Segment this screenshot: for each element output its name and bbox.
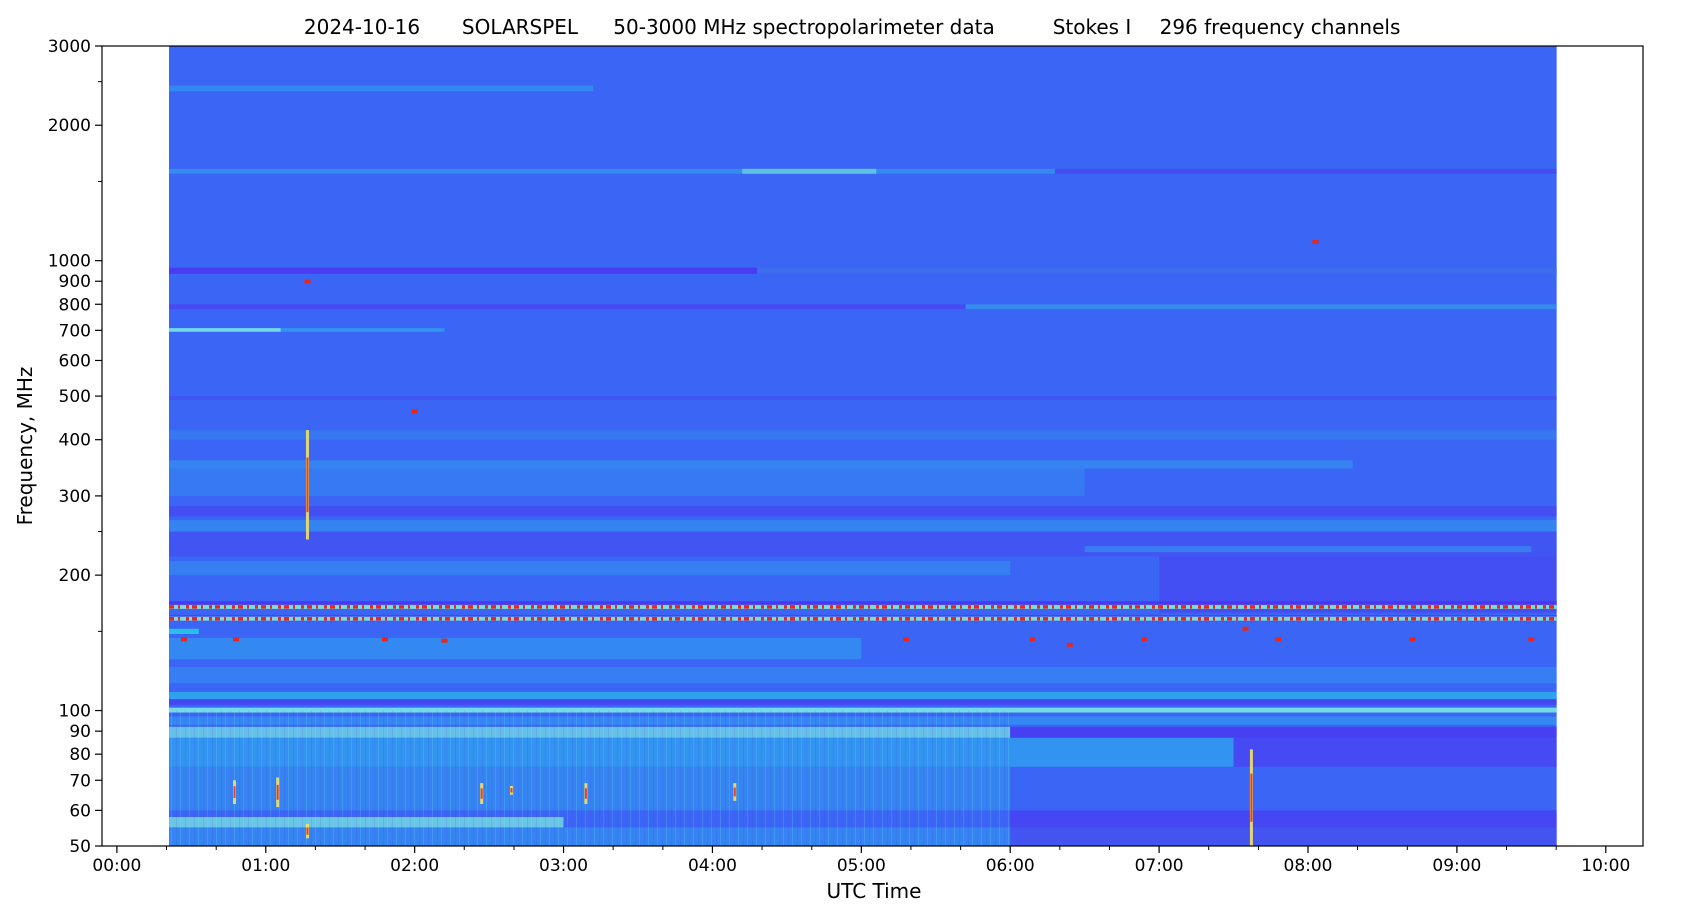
burst-dot-10 xyxy=(1242,626,1249,631)
spectral-band-22 xyxy=(169,628,199,634)
spectral-band-25 xyxy=(169,691,1557,700)
chart-title-channels: 296 frequency channels xyxy=(1160,15,1401,39)
x-axis: 00:00 01:00 02:00 03:00 04:00 05:00 06:00 07:00… xyxy=(92,846,1630,876)
burst-dot-8 xyxy=(1409,637,1416,642)
spectral-band-4 xyxy=(169,267,1557,274)
spectral-band-26 xyxy=(169,699,1557,705)
x-tick-label-3: 03:00 xyxy=(539,856,588,876)
spectral-band-16 xyxy=(169,531,1557,557)
burst-dot-11 xyxy=(304,279,311,284)
x-tick-label-0: 00:00 xyxy=(92,856,141,876)
spectral-band-24 xyxy=(169,666,1557,684)
spectral-band-5 xyxy=(757,267,1557,274)
y-tick-label-11: 700 xyxy=(59,321,91,341)
burst-dot-1 xyxy=(233,637,239,642)
y-tick-label-3: 80 xyxy=(69,745,91,765)
y-tick-label-6: 200 xyxy=(59,566,91,586)
plot-area xyxy=(101,45,1644,847)
burst-dot-2 xyxy=(381,637,388,642)
spectral-band-14 xyxy=(169,505,1557,517)
y-tick-label-9: 500 xyxy=(59,387,91,407)
burst-dot-0 xyxy=(180,637,187,642)
spectral-band-36 xyxy=(1010,810,1557,846)
spectral-band-2 xyxy=(169,168,1055,174)
chart-title-instrument: SOLARSPEL xyxy=(462,15,579,39)
spectral-band-10 xyxy=(169,396,1557,401)
y-tick-label-14: 1000 xyxy=(48,252,91,272)
spectral-band-12 xyxy=(169,460,1353,469)
chart-title-stokes: Stokes I xyxy=(1053,15,1132,39)
spectral-band-7 xyxy=(965,304,1557,310)
burst-dot-12 xyxy=(411,409,418,414)
spectral-band-9 xyxy=(280,328,445,332)
y-tick-label-7: 300 xyxy=(59,487,91,507)
spectral-band-20 xyxy=(169,601,1557,607)
rfi-streak-texture xyxy=(169,710,1011,846)
y-tick-label-10: 600 xyxy=(59,351,91,371)
spectral-band-8 xyxy=(169,328,281,332)
chart-title-date: 2024-10-16 xyxy=(304,15,420,39)
spectral-band-0 xyxy=(169,85,594,92)
spectral-band-30 xyxy=(1010,726,1557,738)
y-tick-label-12: 800 xyxy=(59,295,91,315)
x-axis-label: UTC Time xyxy=(827,879,922,903)
plot-frame xyxy=(101,45,1644,847)
x-tick-label-6: 06:00 xyxy=(986,856,1035,876)
y-tick-label-13: 900 xyxy=(59,272,91,292)
x-tick-label-8: 08:00 xyxy=(1284,856,1333,876)
x-tick-label-2: 02:00 xyxy=(390,856,439,876)
y-tick-label-1: 60 xyxy=(69,801,91,821)
x-tick-label-10: 10:00 xyxy=(1581,856,1630,876)
x-tick-label-1: 01:00 xyxy=(241,856,290,876)
spectral-band-11 xyxy=(169,430,1557,440)
y-tick-label-15: 2000 xyxy=(48,116,91,136)
x-tick-label-5: 05:00 xyxy=(837,856,886,876)
burst-dot-7 xyxy=(1275,637,1282,642)
y-tick-label-8: 400 xyxy=(59,431,91,451)
spectral-band-13 xyxy=(169,468,1085,496)
y-tick-label-0: 50 xyxy=(69,837,91,857)
burst-dot-6 xyxy=(1141,637,1148,642)
burst-dot-13 xyxy=(1312,240,1319,245)
spectral-band-15 xyxy=(169,520,1557,532)
y-axis-label: Frequency, MHz xyxy=(13,367,37,526)
burst-dot-14 xyxy=(1066,642,1073,647)
spectral-band-3 xyxy=(742,168,877,174)
spectral-band-23 xyxy=(169,637,862,660)
x-tick-label-4: 04:00 xyxy=(688,856,737,876)
y-tick-label-16: 3000 xyxy=(48,37,91,57)
x-tick-label-9: 09:00 xyxy=(1432,856,1481,876)
spectral-band-6 xyxy=(169,304,1557,310)
spectral-band-17 xyxy=(1084,546,1532,553)
burst-dot-3 xyxy=(441,638,448,643)
spectral-band-27 xyxy=(169,707,1557,713)
spectral-band-32 xyxy=(1233,737,1557,767)
burst-dot-9 xyxy=(1528,637,1535,642)
y-tick-label-4: 90 xyxy=(69,722,91,742)
x-tick-label-7: 07:00 xyxy=(1135,856,1184,876)
y-tick-label-2: 70 xyxy=(69,771,91,791)
spectral-band-19 xyxy=(169,560,1011,576)
chart-title-description: 50-3000 MHz spectropolarimeter data xyxy=(613,15,994,39)
spectrogram-heatmap xyxy=(169,46,1557,846)
y-tick-label-5: 100 xyxy=(59,702,91,722)
burst-dot-5 xyxy=(1029,637,1036,642)
burst-dot-4 xyxy=(903,637,909,642)
